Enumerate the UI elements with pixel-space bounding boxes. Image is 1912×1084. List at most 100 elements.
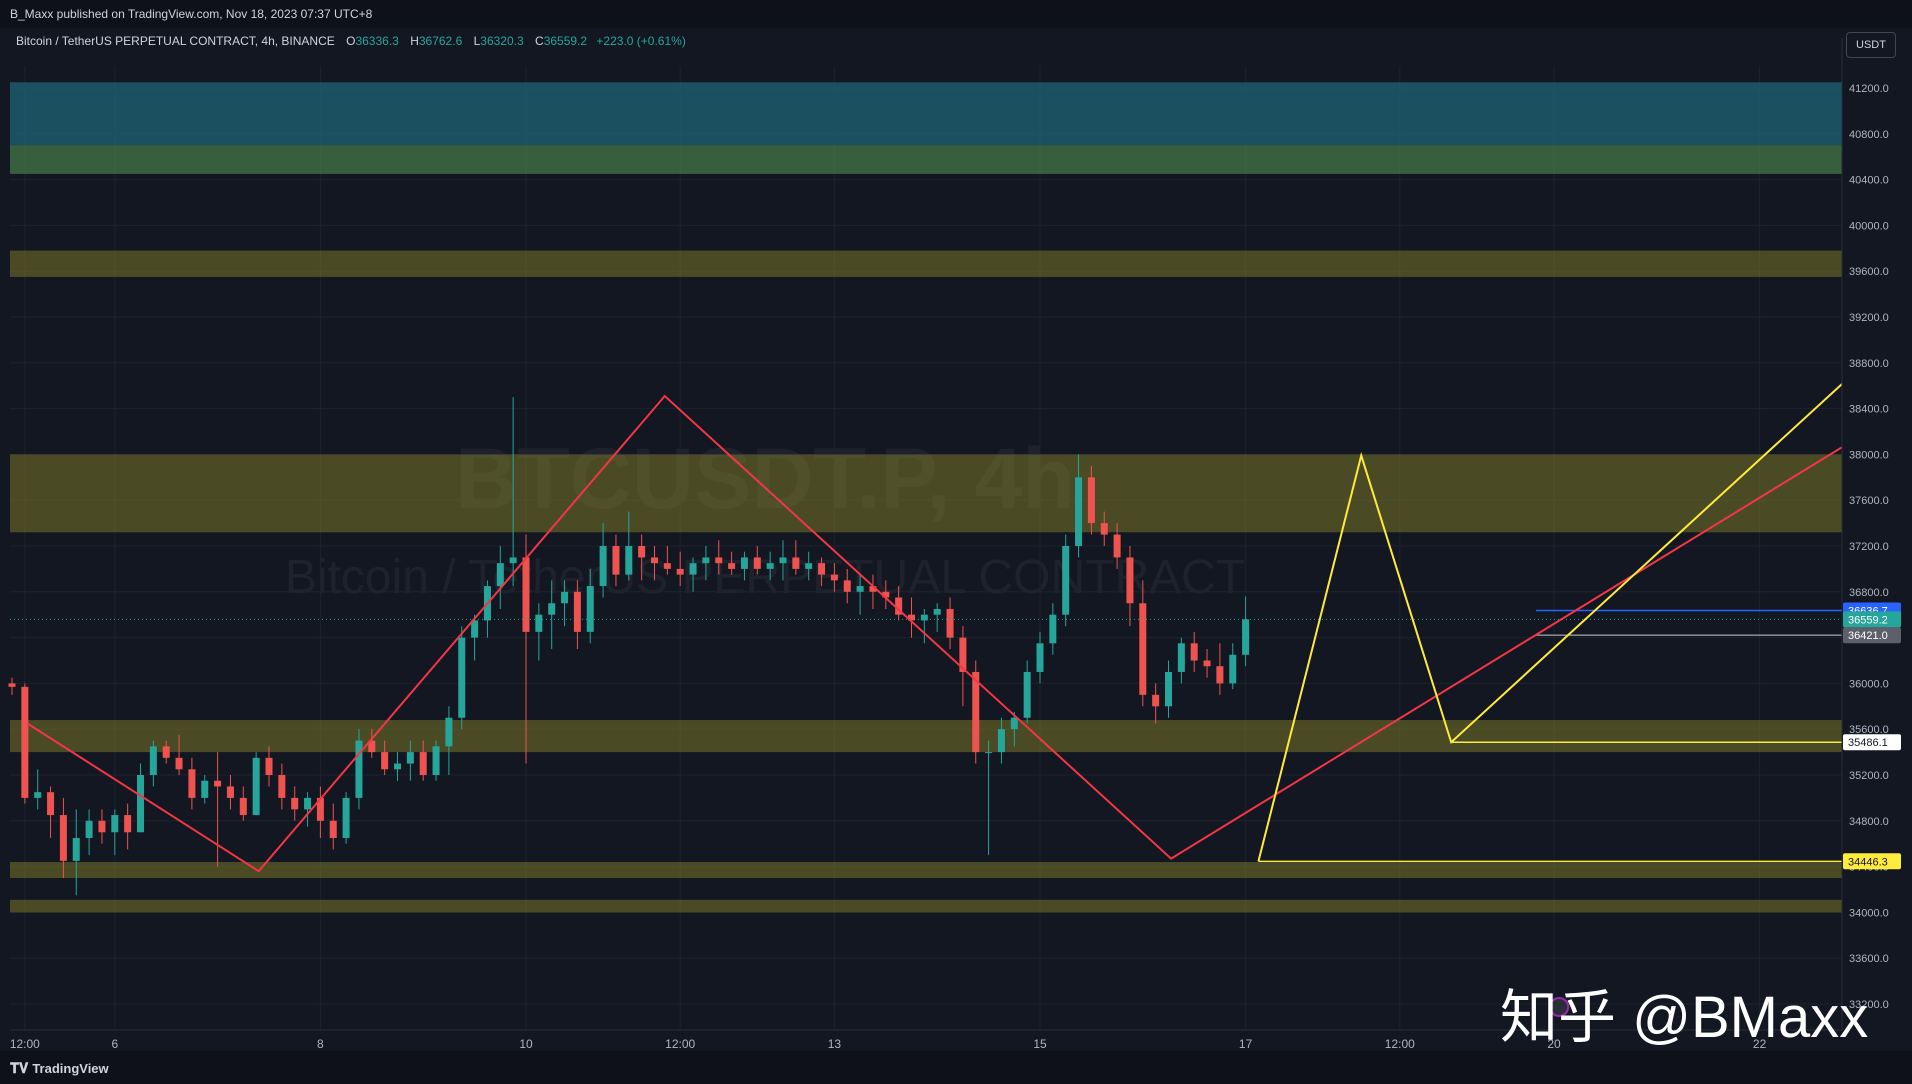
- candle-body: [394, 763, 401, 770]
- candle-body: [34, 792, 42, 798]
- price-label-bg: [1843, 853, 1901, 870]
- candle-body: [291, 797, 299, 810]
- candle-body: [124, 815, 132, 833]
- candle-body: [1036, 643, 1044, 672]
- candle-body: [1190, 643, 1198, 661]
- candle-body: [715, 557, 723, 564]
- candle-body: [1229, 654, 1237, 684]
- candle-body: [355, 740, 363, 798]
- candle-body: [702, 557, 710, 564]
- candle-body: [805, 563, 813, 569]
- candle-body: [72, 837, 80, 861]
- candle-body: [1049, 614, 1057, 644]
- candle-body: [1113, 534, 1121, 558]
- candle-body: [638, 546, 646, 558]
- candle-body: [792, 557, 800, 569]
- candle-body: [342, 797, 350, 838]
- candle-body: [586, 586, 594, 632]
- candle-body: [612, 546, 620, 575]
- y-tick-label: 40000.0: [1849, 220, 1889, 232]
- candle-body: [316, 797, 324, 821]
- candle-body: [1010, 717, 1018, 730]
- candle-body: [818, 563, 826, 575]
- candle-body: [419, 752, 427, 775]
- price-label: 35486.1: [1848, 737, 1888, 749]
- y-tick-label: 41200.0: [1849, 83, 1889, 95]
- candle-body: [843, 580, 851, 592]
- candle-body: [972, 671, 980, 753]
- zone-rect: [10, 82, 1842, 146]
- candle-body: [98, 820, 106, 833]
- open-value: 36336.3: [355, 34, 399, 48]
- candle-body: [869, 586, 877, 592]
- x-tick-label: 12:00: [665, 1037, 695, 1051]
- candle-body: [278, 775, 286, 798]
- description-watermark: Bitcoin / TetherUS PERPETUAL CONTRACT: [284, 551, 1246, 604]
- candle-body: [856, 586, 864, 592]
- change-value: +223.0 (+0.61%): [596, 34, 686, 48]
- y-tick-label: 38000.0: [1849, 449, 1889, 461]
- candle-body: [226, 786, 234, 798]
- zone-rect: [10, 899, 1842, 913]
- candle-body: [1203, 660, 1211, 667]
- zone-rect: [10, 145, 1842, 174]
- candle-body: [1126, 557, 1134, 604]
- close-label: C: [535, 34, 544, 48]
- candle-body: [535, 614, 543, 632]
- zhihu-watermark: 知乎 @BMaxx: [1500, 985, 1869, 1050]
- y-tick-label: 34800.0: [1849, 816, 1889, 828]
- symbol-legend: Bitcoin / TetherUS PERPETUAL CONTRACT, 4…: [16, 34, 686, 48]
- candle-body: [882, 591, 890, 598]
- close-value: 36559.2: [543, 34, 588, 48]
- publish-header: B_Maxx published on TradingView.com, Nov…: [0, 0, 1912, 28]
- candle-body: [85, 820, 93, 838]
- open-label: O: [346, 34, 356, 48]
- candle-body: [329, 820, 337, 838]
- zone-rect: [10, 720, 1842, 753]
- x-tick-label: 15: [1033, 1037, 1047, 1051]
- y-tick-label: 36000.0: [1849, 678, 1889, 690]
- candle-body: [304, 797, 312, 810]
- candle-body: [676, 568, 684, 575]
- price-label-bg: [1843, 734, 1901, 751]
- published-text: B_Maxx published on TradingView.com, Nov…: [10, 7, 373, 21]
- candle-body: [985, 752, 993, 754]
- candle-body: [111, 815, 119, 833]
- price-label-bg: [1843, 611, 1901, 628]
- candle-body: [239, 797, 247, 816]
- chart-area[interactable]: [0, 28, 1912, 1051]
- x-tick-label: 13: [828, 1037, 842, 1051]
- candle-body: [920, 614, 928, 621]
- price-axis[interactable]: [1842, 38, 1912, 1030]
- tradingview-logo-icon: 𝐓𝐕: [10, 1060, 29, 1076]
- candle-body: [599, 546, 607, 587]
- symbol-title: Bitcoin / TetherUS PERPETUAL CONTRACT, 4…: [16, 34, 335, 48]
- candle-body: [1100, 523, 1108, 535]
- price-label-bg: [1843, 627, 1901, 644]
- candle-body: [252, 757, 260, 816]
- y-tick-label: 37200.0: [1849, 541, 1889, 553]
- low-value: 36320.3: [480, 34, 524, 48]
- candle-body: [1177, 643, 1185, 672]
- candle-body: [933, 608, 941, 615]
- y-tick-label: 33600.0: [1849, 953, 1889, 965]
- zone-rect: [10, 250, 1842, 277]
- yellow-path-line: [1257, 318, 1912, 862]
- zone-rect: [10, 862, 1842, 879]
- x-tick-label: 20: [1547, 1037, 1561, 1051]
- candle-body: [162, 746, 170, 758]
- y-tick-label: 35200.0: [1849, 770, 1889, 782]
- flash-event-icon[interactable]: [1549, 997, 1570, 1017]
- candle-body: [740, 557, 748, 569]
- candle-body: [651, 557, 658, 564]
- x-tick-label: 22: [1753, 1037, 1767, 1051]
- y-tick-label: 34000.0: [1849, 907, 1889, 919]
- tradingview-brand: TradingView: [32, 1061, 109, 1076]
- candle-body: [908, 614, 915, 621]
- tradingview-logo[interactable]: 𝐓𝐕 TradingView: [10, 1060, 109, 1077]
- candle-body: [201, 780, 209, 798]
- x-tick-label: 17: [1239, 1037, 1253, 1051]
- candle-body: [997, 729, 1005, 753]
- currency-button[interactable]: USDT: [1846, 32, 1896, 58]
